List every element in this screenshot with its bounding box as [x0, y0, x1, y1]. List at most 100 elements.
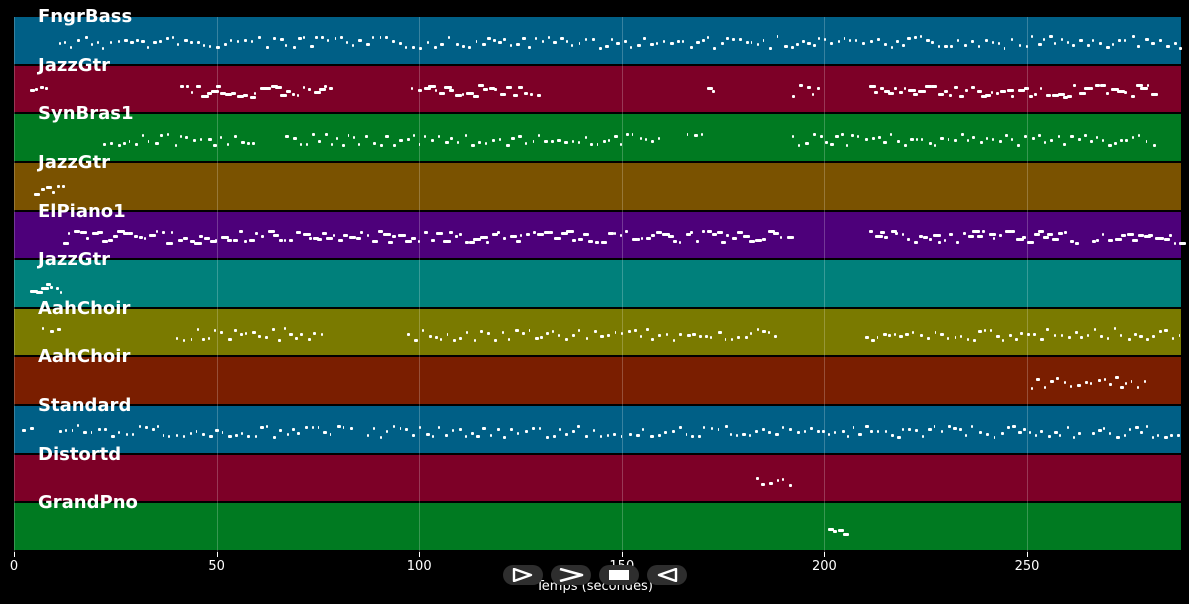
note	[1123, 91, 1128, 95]
note	[554, 237, 562, 241]
rewind-button[interactable]	[647, 565, 687, 585]
note	[1107, 143, 1112, 147]
note	[442, 239, 451, 243]
note	[431, 434, 435, 438]
note	[458, 336, 463, 340]
note	[517, 432, 519, 436]
note	[665, 332, 668, 336]
note	[711, 232, 717, 236]
note	[428, 84, 437, 88]
note	[52, 190, 55, 194]
note	[1027, 240, 1035, 244]
note	[991, 91, 994, 95]
note	[582, 232, 589, 236]
note	[302, 232, 311, 236]
track-row	[14, 406, 1181, 453]
note	[1108, 431, 1111, 435]
note	[985, 39, 989, 43]
tick-mark	[824, 552, 826, 557]
tick-mark	[621, 552, 623, 557]
note	[725, 37, 729, 41]
note	[1055, 376, 1059, 380]
note	[224, 92, 232, 96]
note	[1113, 327, 1116, 331]
note	[1106, 91, 1109, 95]
note	[230, 39, 233, 43]
note	[953, 138, 957, 142]
note	[585, 435, 589, 439]
note	[1086, 333, 1089, 337]
note	[379, 36, 382, 40]
note	[835, 134, 839, 138]
note	[148, 234, 156, 237]
note	[965, 433, 968, 437]
note	[1022, 236, 1027, 240]
note	[737, 231, 743, 235]
note	[511, 136, 515, 140]
note	[878, 136, 881, 140]
note	[928, 238, 932, 242]
note	[877, 38, 880, 42]
note	[876, 335, 879, 339]
note	[578, 41, 581, 45]
note	[232, 239, 239, 243]
note	[782, 425, 785, 429]
note	[960, 334, 963, 338]
note	[411, 86, 414, 90]
note	[748, 239, 756, 243]
note	[901, 232, 905, 236]
note	[208, 44, 211, 48]
note	[84, 36, 88, 40]
note	[283, 239, 287, 243]
note	[662, 233, 671, 237]
note	[1117, 90, 1125, 94]
note	[135, 39, 139, 43]
note	[292, 45, 296, 49]
stop-button[interactable]	[599, 565, 639, 585]
note	[317, 426, 320, 430]
note	[701, 230, 705, 234]
note	[45, 283, 51, 287]
note	[155, 230, 158, 234]
note	[662, 40, 665, 43]
note	[221, 431, 224, 435]
track-name: FngrBass	[38, 6, 133, 27]
note	[672, 239, 677, 243]
note	[961, 133, 964, 137]
note	[313, 332, 316, 336]
note	[1070, 135, 1074, 139]
note	[342, 234, 349, 238]
note	[679, 425, 683, 429]
note	[633, 328, 638, 332]
note	[1137, 234, 1144, 238]
play-button[interactable]	[503, 565, 543, 585]
note	[336, 425, 341, 429]
note	[930, 84, 937, 88]
note	[1010, 38, 1013, 42]
note	[249, 95, 256, 99]
note	[294, 337, 298, 341]
note	[339, 36, 343, 40]
note	[57, 185, 61, 189]
forward-button[interactable]	[551, 565, 591, 585]
note	[445, 140, 450, 144]
note	[317, 139, 322, 143]
note	[899, 91, 903, 95]
note	[29, 427, 34, 431]
note	[423, 86, 432, 90]
note	[656, 41, 659, 45]
note	[125, 432, 129, 436]
note	[1063, 380, 1066, 384]
note	[1178, 334, 1181, 338]
note	[528, 46, 531, 50]
note	[1164, 329, 1168, 333]
note	[571, 44, 574, 48]
note	[626, 132, 629, 136]
note	[1066, 426, 1069, 430]
note	[981, 95, 987, 99]
note	[896, 435, 901, 439]
note	[477, 141, 481, 145]
note	[333, 233, 336, 237]
note	[1101, 139, 1105, 143]
note	[317, 237, 323, 241]
